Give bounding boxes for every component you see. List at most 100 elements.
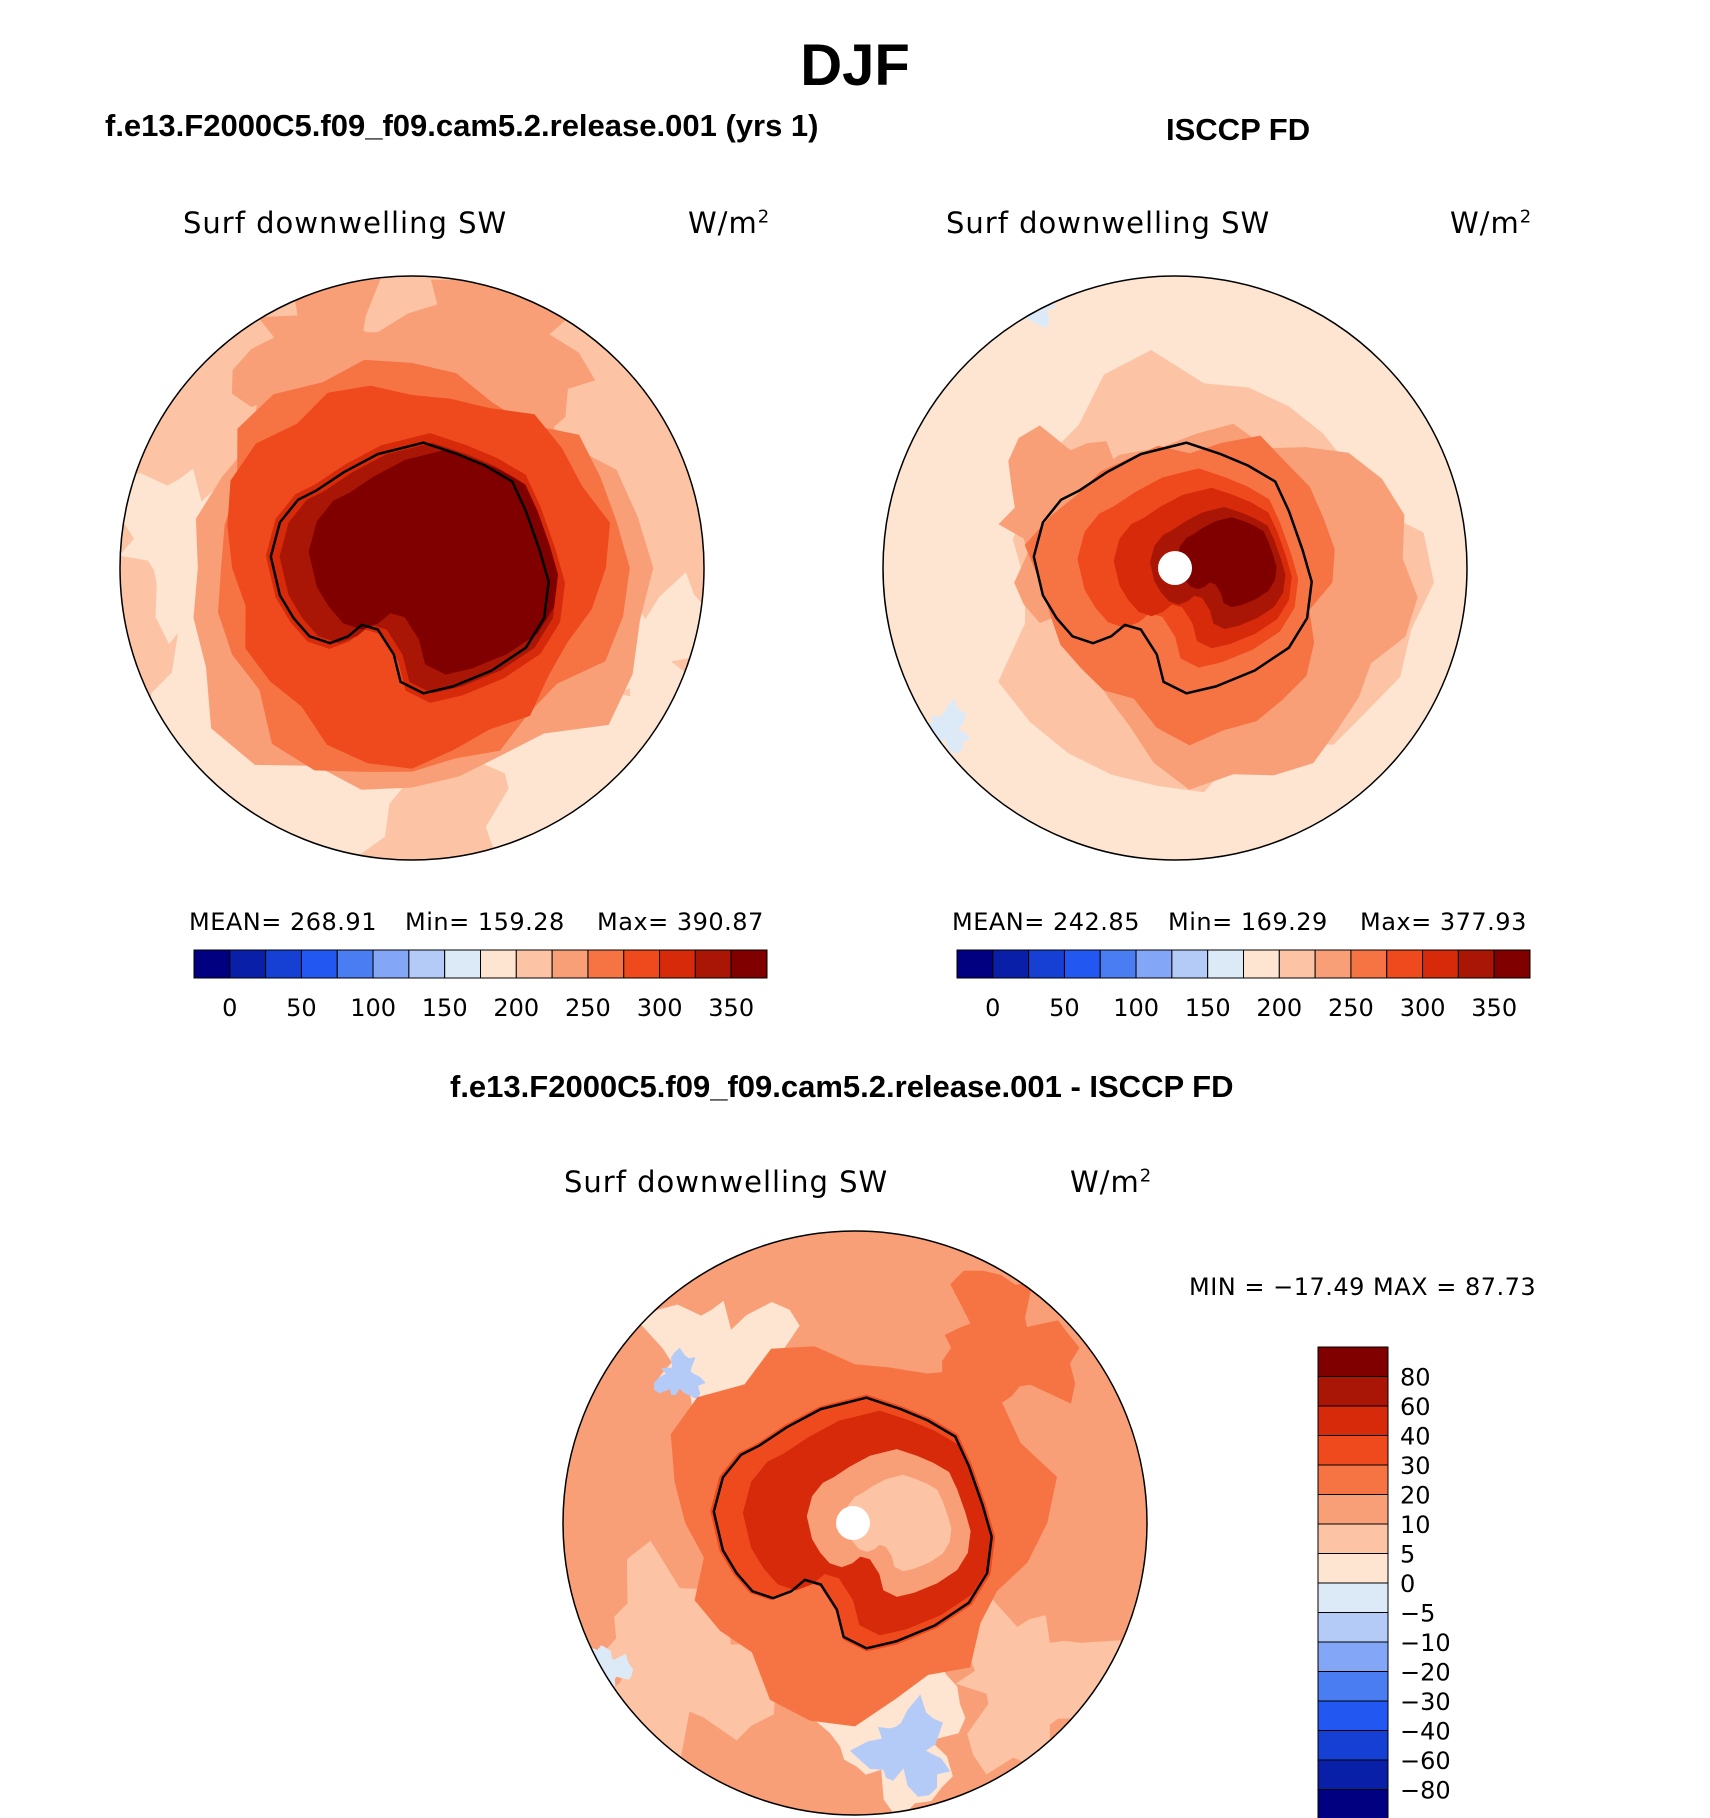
colorbar-swatch: [480, 949, 517, 979]
colorbar-swatch: [1317, 1464, 1389, 1495]
colorbar-swatch: [956, 949, 994, 979]
contour-region: [637, 1300, 801, 1455]
map-boundary: [562, 1230, 1148, 1816]
colorbar-2: 0 50 100 150 200 250 300 350: [956, 949, 1531, 1022]
map-field: [120, 276, 704, 860]
colorbar-swatch: [1422, 949, 1459, 979]
contour-region: [850, 1694, 951, 1797]
colorbar-swatch: [444, 949, 482, 979]
colorbar-tick-label: −60: [1400, 1747, 1451, 1775]
colorbar-tick-label: 350: [1471, 994, 1517, 1022]
map-field: [563, 1231, 1147, 1815]
colorbar-swatch: [1317, 1376, 1389, 1407]
colorbar-tick-label: 350: [708, 994, 754, 1022]
colorbar-swatch: [992, 949, 1030, 979]
colorbar-tick-label: 60: [1400, 1393, 1431, 1421]
colorbar-tick-label: 300: [637, 994, 683, 1022]
colorbar-tick-label: 300: [1400, 994, 1446, 1022]
colorbar-swatch: [1171, 949, 1209, 979]
colorbar-tick-label: 200: [1256, 994, 1302, 1022]
colorbar-swatch: [1314, 949, 1352, 979]
colorbar-swatch: [1278, 949, 1316, 979]
contour-region: [374, 276, 596, 437]
colorbar-swatch: [1317, 1582, 1389, 1613]
colorbar-swatch: [408, 949, 446, 979]
colorbar-swatch: [1317, 1346, 1389, 1377]
colorbar-tick-label: 5: [1400, 1541, 1415, 1569]
obs-units-label: W/m2: [1450, 206, 1533, 240]
colorbar-tick-label: 0: [985, 994, 1000, 1022]
colorbar-swatch: [1317, 1759, 1389, 1790]
model-units-label: W/m2: [688, 206, 771, 240]
model-max-stat: Max= 390.87: [597, 908, 764, 936]
colorbar-tick-label: −30: [1400, 1688, 1451, 1716]
colorbar-swatch: [193, 949, 231, 979]
contour-region: [653, 1347, 706, 1400]
colorbar-swatch: [1063, 949, 1101, 979]
colorbar-swatch: [1317, 1671, 1389, 1702]
diff-units-label: W/m2: [1070, 1165, 1153, 1199]
colorbar-swatch: [1317, 1523, 1389, 1554]
colorbar-1: 0 50 100 150 200 250 300 350: [193, 949, 768, 1022]
colorbar-swatch: [1317, 1494, 1389, 1525]
colorbar-swatch: [1207, 949, 1244, 979]
pole-missing-data: [1158, 551, 1192, 585]
coastline: [269, 441, 550, 695]
colorbar-tick-label: 200: [493, 994, 539, 1022]
coastline: [712, 1396, 993, 1650]
obs-mean-stat: MEAN= 242.85: [952, 908, 1140, 936]
obs-panel-title: ISCCP FD: [1166, 112, 1311, 147]
colorbar-tick-label: 0: [222, 994, 237, 1022]
diff-minmax-stat: MIN = −17.49 MAX = 87.73: [1189, 1273, 1537, 1301]
colorbar-tick-label: −80: [1400, 1777, 1451, 1805]
obs-min-stat: Min= 169.29: [1168, 908, 1328, 936]
colorbar-tick-label: 40: [1400, 1423, 1431, 1451]
colorbar-tick-label: −5: [1400, 1600, 1435, 1628]
colorbar-swatch: [515, 949, 553, 979]
continent-contour: [308, 449, 558, 675]
map-panel-2: [882, 275, 1468, 861]
colorbar-swatch: [229, 949, 267, 979]
colorbar-swatch: [1350, 949, 1388, 979]
coastline: [1032, 441, 1313, 695]
obs-max-stat: Max= 377.93: [1360, 908, 1527, 936]
colorbar-tick-label: 50: [1049, 994, 1080, 1022]
colorbar-swatch: [551, 949, 589, 979]
colorbar-tick-label: 250: [1328, 994, 1374, 1022]
colorbar-swatch: [1317, 1700, 1389, 1731]
continent-contour: [1176, 517, 1277, 608]
colorbar-swatch: [694, 949, 732, 979]
map-boundary: [882, 275, 1468, 861]
colorbar-swatch: [623, 949, 661, 979]
model-panel-title: f.e13.F2000C5.f09_f09.cam5.2.release.001…: [105, 108, 819, 143]
colorbar-swatch: [1386, 949, 1424, 979]
colorbar-swatch: [372, 949, 410, 979]
colorbar-tick-label: 30: [1400, 1452, 1431, 1480]
pole-missing-data: [836, 1506, 870, 1540]
colorbar-swatch: [659, 949, 696, 979]
colorbar-tick-label: −40: [1400, 1718, 1451, 1746]
contour-region: [916, 698, 971, 754]
map-boundary: [119, 275, 705, 861]
colorbar-swatch: [300, 949, 338, 979]
contour-region: [955, 1592, 1129, 1775]
colorbar-tick-label: 100: [1113, 994, 1159, 1022]
colorbar-tick-label: −20: [1400, 1659, 1451, 1687]
colorbar-tick-label: 10: [1400, 1511, 1431, 1539]
map-field: [883, 276, 1467, 860]
diff-panel-title: f.e13.F2000C5.f09_f09.cam5.2.release.001…: [450, 1069, 1234, 1104]
colorbar-tick-label: 50: [286, 994, 317, 1022]
colorbar-swatch: [1317, 1612, 1389, 1643]
map-panel-1: [119, 275, 705, 861]
colorbar-swatch: [1317, 1641, 1389, 1672]
model-mean-stat: MEAN= 268.91: [189, 908, 377, 936]
colorbar-swatch: [265, 949, 302, 979]
colorbar-swatch: [1317, 1730, 1389, 1761]
obs-variable-label: Surf downwelling SW: [946, 206, 1271, 240]
colorbar-swatch: [587, 949, 625, 979]
colorbar-swatch: [1457, 949, 1495, 979]
colorbar-tick-label: −10: [1400, 1629, 1451, 1657]
colorbar-swatch: [1317, 1435, 1389, 1466]
continent-contour: [844, 1474, 952, 1572]
